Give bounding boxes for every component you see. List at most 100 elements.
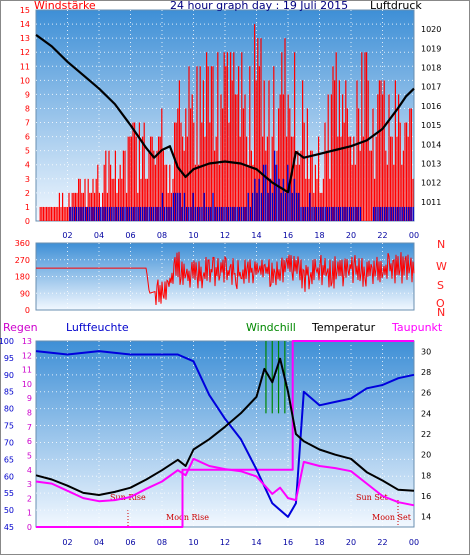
y-tick-humidity: 55	[4, 489, 14, 498]
x-tick-top: 10	[188, 231, 198, 240]
y-tick-rain: 11	[22, 366, 32, 375]
compass-w: W	[436, 260, 447, 273]
y-tick-humidity: 70	[4, 438, 14, 447]
y-tick-wind: 8	[25, 104, 30, 113]
x-tick-top: 00	[409, 231, 419, 240]
compass-labels: N W S O N	[436, 238, 447, 319]
x-tick-top: 14	[251, 231, 261, 240]
y-tick-temperature: 20	[421, 451, 431, 460]
y-tick-rain: 7	[27, 423, 32, 432]
y-tick-pressure: 1015	[421, 121, 441, 130]
x-tick-top: 12	[220, 231, 230, 240]
y-tick-wind: 2	[25, 189, 30, 198]
x-tick-bottom: 14	[251, 538, 261, 547]
y-tick-direction: 270	[15, 256, 30, 265]
y-tick-temperature: 16	[421, 492, 431, 501]
y-tick-rain: 5	[27, 451, 32, 460]
y-tick-humidity: 95	[4, 354, 14, 363]
sun-set-label: Sun Set	[356, 493, 389, 502]
x-tick-top: 20	[346, 231, 356, 240]
y-tick-temperature: 28	[421, 368, 431, 377]
y-tick-rain: 3	[27, 480, 32, 489]
y-tick-pressure: 1014	[421, 140, 441, 149]
y-tick-humidity: 60	[4, 472, 14, 481]
wind-direction-panel	[35, 242, 415, 311]
y-tick-humidity: 80	[4, 405, 14, 414]
y-tick-wind: 1	[25, 203, 30, 212]
y-tick-pressure: 1013	[421, 159, 441, 168]
x-tick-top: 18	[314, 231, 324, 240]
x-tick-top: 08	[157, 231, 167, 240]
moon-rise-label: Moon Rise	[166, 513, 209, 522]
y-tick-rain: 10	[22, 380, 32, 389]
y-tick-pressure: 1020	[421, 25, 441, 34]
y-tick-wind: 0	[25, 217, 30, 226]
compass-n-top: N	[437, 238, 445, 251]
y-tick-wind: 6	[25, 133, 30, 142]
x-tick-bottom: 00	[409, 538, 419, 547]
y-tick-humidity: 65	[4, 455, 14, 464]
y-tick-wind: 12	[20, 48, 30, 57]
x-tick-bottom: 02	[62, 538, 72, 547]
y-tick-wind: 14	[20, 20, 30, 29]
y-tick-wind: 5	[25, 147, 30, 156]
y-tick-humidity: 90	[4, 371, 14, 380]
x-tick-top: 02	[62, 231, 72, 240]
y-tick-pressure: 1017	[421, 83, 441, 92]
y-tick-humidity: 100	[0, 337, 14, 346]
x-tick-bottom: 10	[188, 538, 198, 547]
y-tick-rain: 6	[27, 437, 32, 446]
x-tick-bottom: 06	[125, 538, 135, 547]
y-tick-temperature: 26	[421, 389, 431, 398]
y-tick-pressure: 1012	[421, 179, 441, 188]
y-tick-rain: 2	[27, 494, 32, 503]
compass-n-bottom: N	[437, 306, 445, 319]
y-tick-temperature: 18	[421, 471, 431, 480]
x-tick-bottom: 12	[220, 538, 230, 547]
y-tick-direction: 180	[15, 273, 30, 282]
y-tick-direction: 360	[15, 239, 30, 248]
x-tick-bottom: 08	[157, 538, 167, 547]
y-tick-wind: 3	[25, 175, 30, 184]
y-tick-wind: 10	[20, 76, 30, 85]
dewpoint-line	[35, 457, 415, 507]
rain-line	[36, 340, 414, 528]
y-tick-rain: 12	[22, 351, 32, 360]
y-tick-humidity: 45	[4, 523, 14, 532]
chart-title: 24 hour graph day : 19 Juli 2015	[170, 0, 348, 12]
humidity-label: Luftfeuchte	[66, 321, 129, 334]
x-tick-top: 04	[94, 231, 104, 240]
y-tick-wind: 13	[20, 34, 30, 43]
x-tick-bottom: 18	[314, 538, 324, 547]
moon-set-label: Moon Set	[372, 513, 412, 522]
y-tick-temperature: 24	[421, 409, 431, 418]
y-tick-humidity: 85	[4, 388, 14, 397]
y-tick-rain: 4	[27, 466, 32, 475]
windchill-label: Windchill	[246, 321, 296, 334]
y-tick-rain: 13	[22, 337, 32, 346]
y-tick-rain: 1	[27, 509, 32, 518]
y-tick-direction: 0	[25, 306, 30, 315]
wind-label: Windstärke	[34, 0, 96, 12]
y-tick-rain: 8	[27, 409, 32, 418]
y-tick-wind: 7	[25, 119, 30, 128]
wind-direction-line	[36, 251, 415, 306]
compass-o: O	[436, 297, 445, 310]
y-tick-temperature: 22	[421, 430, 431, 439]
compass-s: S	[437, 279, 444, 292]
y-tick-wind: 4	[25, 161, 30, 170]
dewpoint-label: Taupunkt	[391, 321, 443, 334]
y-tick-wind: 15	[20, 6, 30, 15]
x-tick-bottom: 22	[377, 538, 387, 547]
y-tick-humidity: 75	[4, 422, 14, 431]
temperature-line	[35, 357, 415, 496]
x-tick-top: 22	[377, 231, 387, 240]
y-tick-temperature: 14	[421, 513, 431, 522]
y-tick-rain: 0	[27, 523, 32, 532]
y-tick-humidity: 50	[4, 506, 14, 515]
y-tick-temperature: 30	[421, 347, 431, 356]
pressure-line	[35, 34, 415, 194]
rain-label: Regen	[3, 321, 38, 334]
